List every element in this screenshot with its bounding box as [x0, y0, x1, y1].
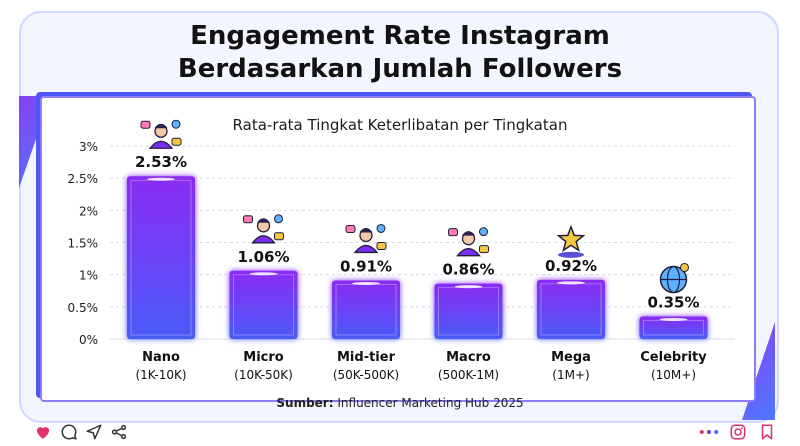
bar-layer: [127, 176, 708, 339]
bar-highlight: [352, 281, 380, 285]
bar-highlight: [659, 317, 688, 321]
send-icon[interactable]: [85, 423, 103, 441]
icon-layer: [140, 119, 689, 294]
page-title: Engagement Rate Instagram Berdasarkan Ju…: [0, 20, 800, 86]
social-footer-bar: [0, 420, 800, 446]
data-label: 0.35%: [647, 293, 699, 311]
x-tick-label: Micro: [243, 350, 284, 365]
label-layer: 2.53% Nano (1K-10K) 1.06% Micro (10K-50K) 0.91…: [135, 153, 707, 382]
bar-micro: [229, 270, 298, 339]
globe-icon: [659, 262, 689, 294]
x-tick-label: Celebrity: [640, 350, 707, 365]
x-tick-label: Mega: [551, 350, 591, 365]
share-icon[interactable]: [110, 423, 128, 441]
y-tick-label: 0.5%: [68, 301, 99, 315]
x-tick-range-label: (50K-500K): [333, 368, 399, 382]
data-label: 0.86%: [442, 261, 494, 279]
bar-highlight: [557, 281, 585, 285]
y-tick-label: 1%: [79, 269, 98, 283]
title-line-1: Engagement Rate Instagram: [190, 21, 610, 51]
influencer-icon: [243, 214, 284, 244]
source-text: Influencer Marketing Hub 2025: [337, 396, 524, 410]
data-label: 2.53%: [135, 153, 187, 171]
influencer-icon: [448, 227, 489, 257]
influencer-icon: [345, 223, 387, 254]
source-label: Sumber:: [276, 396, 334, 410]
star-icon: [556, 224, 586, 258]
bar-macro: [434, 283, 503, 339]
chart-title: Rata-rata Tingkat Keterlibatan per Tingk…: [232, 116, 568, 134]
heart-icon[interactable]: [34, 423, 52, 441]
source-line: Sumber: Influencer Marketing Hub 2025: [0, 396, 800, 410]
bar-highlight: [454, 285, 483, 289]
data-label: 0.92%: [545, 257, 597, 275]
influencer-icon: [140, 119, 182, 149]
data-label: 1.06%: [237, 248, 289, 266]
x-tick-range-label: (10K-50K): [234, 368, 293, 382]
x-tick-range-label: (1M+): [552, 368, 589, 382]
more-icon[interactable]: [698, 423, 720, 441]
x-tick-range-label: (500K-1M): [438, 368, 499, 382]
bar-nano: [127, 176, 195, 339]
y-tick-label: 1.5%: [68, 237, 99, 251]
x-tick-label: Nano: [142, 350, 180, 365]
bar-celebrity: [639, 316, 708, 339]
bar-highlight: [249, 272, 278, 276]
data-label: 0.91%: [340, 257, 392, 275]
grid-layer: 0% 0.5% 1% 1.5% 2% 2.5% 3%: [68, 140, 735, 347]
bar-highlight: [147, 177, 175, 181]
y-tick-label: 3%: [79, 140, 98, 154]
bookmark-icon[interactable]: [758, 423, 776, 441]
x-tick-range-label: (1K-10K): [135, 368, 186, 382]
y-tick-label: 2%: [79, 204, 98, 218]
y-tick-label: 2.5%: [68, 172, 99, 186]
y-tick-label: 0%: [79, 333, 98, 347]
bar-mega: [537, 279, 605, 339]
x-tick-label: Mid-tier: [337, 350, 396, 365]
x-tick-label: Macro: [446, 350, 491, 365]
title-line-2: Berdasarkan Jumlah Followers: [177, 54, 623, 84]
comment-icon[interactable]: [60, 423, 78, 441]
bar-chart: 0% 0.5% 1% 1.5% 2% 2.5% 3% 2.53% Nano (1K-10K) 1.…: [68, 119, 735, 382]
instagram-icon[interactable]: [729, 423, 747, 441]
x-tick-range-label: (10M+): [651, 368, 696, 382]
bar-mid-tier: [332, 280, 400, 339]
